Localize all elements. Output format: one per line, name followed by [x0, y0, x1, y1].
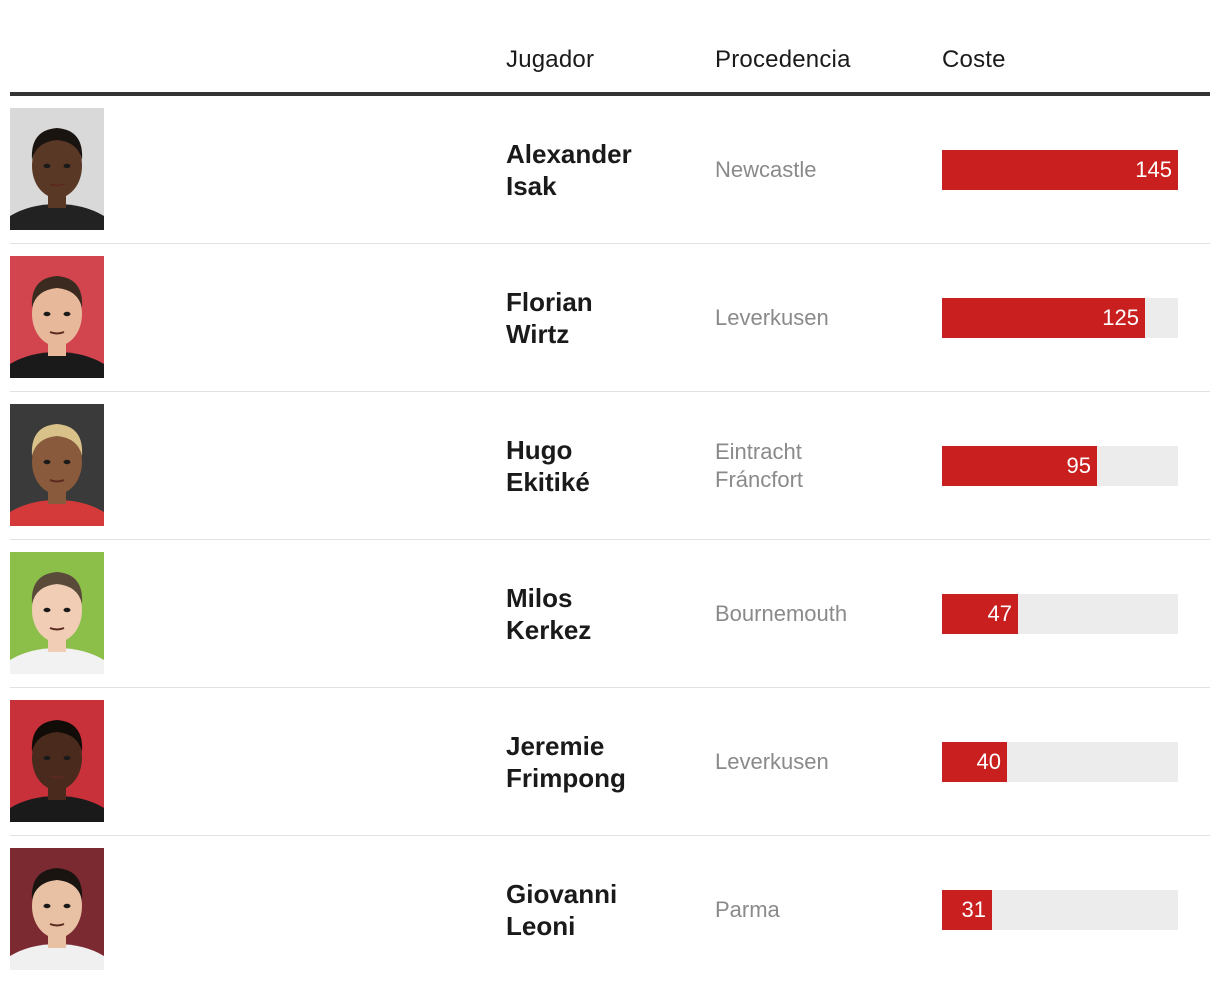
table-row: Milos Kerkez Bournemouth 47: [10, 540, 1210, 688]
player-photo: [10, 404, 104, 526]
player-last-name: Kerkez: [506, 614, 592, 645]
column-header-origin: Procedencia: [715, 46, 851, 73]
origin-club: Leverkusen: [715, 304, 915, 332]
cost-value-label: 47: [987, 600, 1012, 626]
player-photo: [10, 256, 104, 378]
origin-club-line: Eintracht: [715, 438, 802, 464]
player-last-name: Isak: [506, 170, 557, 201]
column-header-cost: Coste: [942, 46, 1006, 73]
player-name: Jeremie Frimpong: [506, 730, 686, 794]
player-name: Giovanni Leoni: [506, 878, 686, 942]
cost-bar-track: 95: [942, 445, 1178, 486]
cost-bar: 95: [942, 445, 1097, 486]
player-first-name: Alexander: [506, 138, 632, 169]
cost-value-label: 125: [1102, 304, 1139, 330]
origin-club-line: Leverkusen: [715, 748, 829, 774]
cost-bar-track: 31: [942, 889, 1178, 930]
player-first-name: Milos: [506, 582, 573, 613]
player-name: Florian Wirtz: [506, 286, 686, 350]
player-first-name: Florian: [506, 286, 593, 317]
cost-bar: 40: [942, 741, 1007, 782]
table-body: Alexander Isak Newcastle 145 Florian Wirtz Lev…: [10, 96, 1210, 983]
cost-value-label: 31: [961, 896, 986, 922]
origin-club: Parma: [715, 896, 915, 924]
table-row: Florian Wirtz Leverkusen 125: [10, 244, 1210, 392]
player-photo: [10, 700, 104, 822]
table-row: Alexander Isak Newcastle 145: [10, 96, 1210, 244]
cost-bar: 125: [942, 297, 1145, 338]
player-name: Hugo Ekitiké: [506, 434, 686, 498]
transfer-table: Jugador Procedencia Coste Alexander Isak N…: [10, 0, 1210, 983]
cost-value-label: 40: [976, 748, 1001, 774]
column-header-player: Jugador: [506, 46, 595, 73]
player-photo: [10, 848, 104, 970]
origin-club-line: Parma: [715, 896, 780, 922]
cost-value-label: 95: [1066, 452, 1091, 478]
player-name: Alexander Isak: [506, 138, 686, 202]
cost-bar-track: 40: [942, 741, 1178, 782]
player-last-name: Ekitiké: [506, 466, 590, 497]
origin-club: Newcastle: [715, 156, 915, 184]
origin-club-line: Newcastle: [715, 156, 817, 182]
player-first-name: Jeremie: [506, 730, 605, 761]
cost-value-label: 145: [1135, 156, 1172, 182]
origin-club-line: Fráncfort: [715, 466, 804, 492]
cost-bar: 145: [942, 149, 1178, 190]
player-last-name: Leoni: [506, 910, 576, 941]
cost-bar-track: 125: [942, 297, 1178, 338]
cost-bar-track: 145: [942, 149, 1178, 190]
cost-bar: 47: [942, 593, 1018, 634]
table-row: Jeremie Frimpong Leverkusen 40: [10, 688, 1210, 836]
player-photo: [10, 108, 104, 230]
table-header: Jugador Procedencia Coste: [10, 0, 1210, 96]
origin-club: Eintracht Fráncfort: [715, 438, 915, 494]
table-row: Hugo Ekitiké Eintracht Fráncfort 95: [10, 392, 1210, 540]
origin-club: Leverkusen: [715, 748, 915, 776]
player-first-name: Giovanni: [506, 878, 618, 909]
origin-club-line: Bournemouth: [715, 600, 848, 626]
player-last-name: Frimpong: [506, 762, 626, 793]
origin-club: Bournemouth: [715, 600, 915, 628]
player-last-name: Wirtz: [506, 318, 570, 349]
origin-club-line: Leverkusen: [715, 304, 829, 330]
cost-bar: 31: [942, 889, 992, 930]
player-photo: [10, 552, 104, 674]
player-name: Milos Kerkez: [506, 582, 686, 646]
table-row: Giovanni Leoni Parma 31: [10, 836, 1210, 983]
player-first-name: Hugo: [506, 434, 573, 465]
cost-bar-track: 47: [942, 593, 1178, 634]
